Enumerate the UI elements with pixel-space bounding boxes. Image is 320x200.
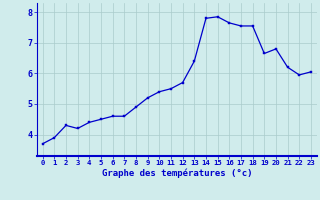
X-axis label: Graphe des températures (°c): Graphe des températures (°c) — [101, 169, 252, 178]
